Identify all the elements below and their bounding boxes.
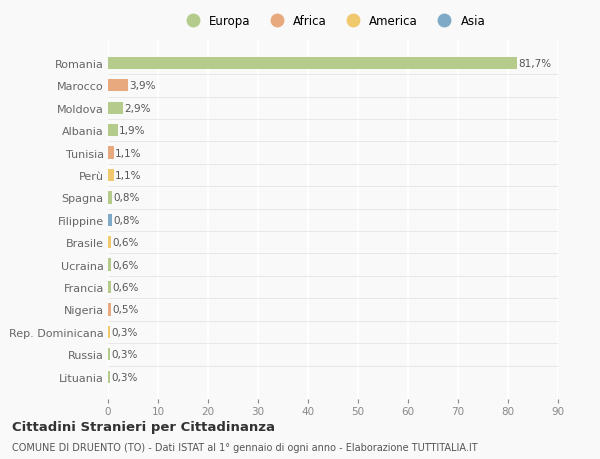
Bar	[108, 102, 122, 115]
Bar	[108, 214, 112, 226]
Bar	[108, 326, 110, 338]
Bar	[108, 169, 113, 182]
Bar	[108, 192, 112, 204]
Bar	[108, 371, 110, 383]
Bar	[108, 348, 110, 361]
Text: 0,6%: 0,6%	[113, 260, 139, 270]
Bar	[108, 236, 111, 249]
Text: 0,3%: 0,3%	[111, 350, 137, 359]
Text: 0,3%: 0,3%	[111, 372, 137, 382]
Text: 0,8%: 0,8%	[113, 193, 140, 203]
Bar	[108, 304, 110, 316]
Text: COMUNE DI DRUENTO (TO) - Dati ISTAT al 1° gennaio di ogni anno - Elaborazione TU: COMUNE DI DRUENTO (TO) - Dati ISTAT al 1…	[12, 442, 478, 452]
Text: 81,7%: 81,7%	[518, 59, 551, 69]
Text: 3,9%: 3,9%	[129, 81, 155, 91]
Text: 1,1%: 1,1%	[115, 148, 142, 158]
Bar	[108, 147, 113, 159]
Text: 0,6%: 0,6%	[113, 238, 139, 248]
Text: 0,3%: 0,3%	[111, 327, 137, 337]
Bar	[108, 57, 517, 70]
Text: 0,5%: 0,5%	[112, 305, 139, 315]
Text: 1,9%: 1,9%	[119, 126, 146, 136]
Bar	[108, 125, 118, 137]
Legend: Europa, Africa, America, Asia: Europa, Africa, America, Asia	[177, 12, 489, 32]
Text: 0,6%: 0,6%	[113, 282, 139, 292]
Bar	[108, 259, 111, 271]
Text: Cittadini Stranieri per Cittadinanza: Cittadini Stranieri per Cittadinanza	[12, 420, 275, 433]
Text: 0,8%: 0,8%	[113, 215, 140, 225]
Bar	[108, 281, 111, 294]
Text: 1,1%: 1,1%	[115, 171, 142, 180]
Bar	[108, 80, 128, 92]
Text: 2,9%: 2,9%	[124, 103, 151, 113]
